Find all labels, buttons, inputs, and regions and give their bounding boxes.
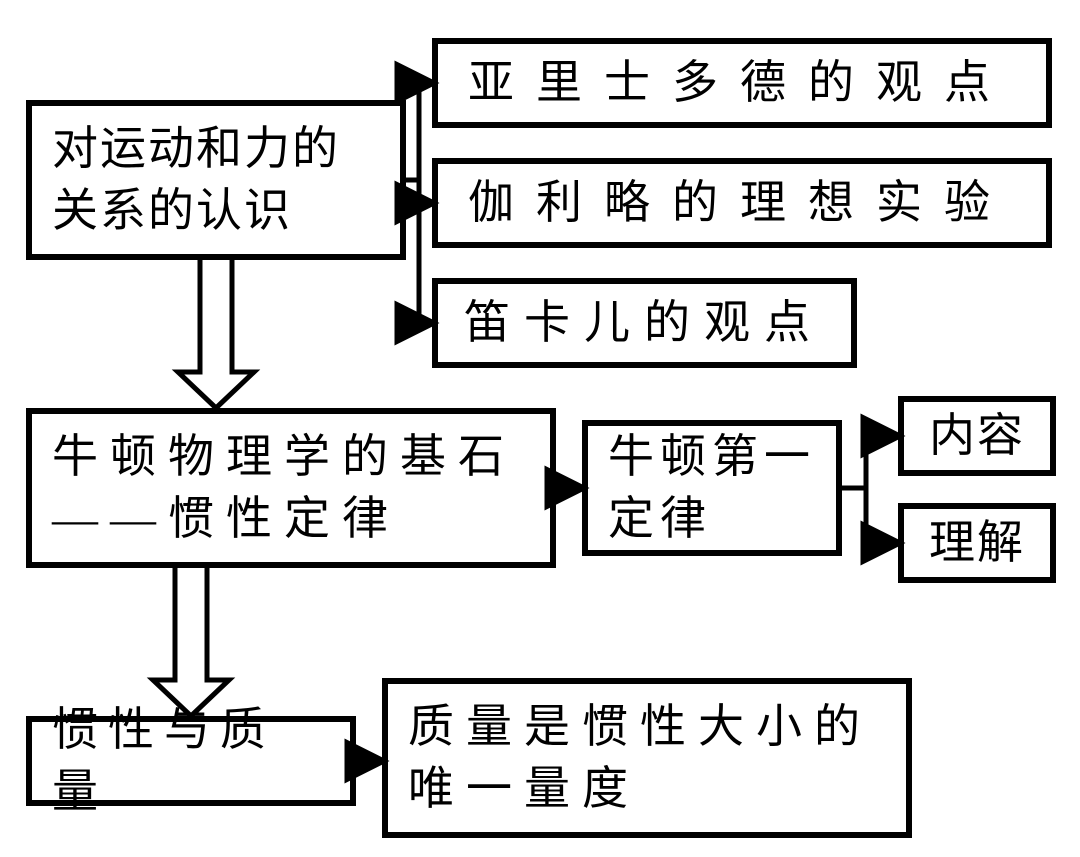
node-label: 牛顿物理学的基石——惯性定律 xyxy=(52,426,530,550)
node-label: 质量是惯性大小的唯一量度 xyxy=(408,696,886,820)
node-understanding: 理解 xyxy=(898,503,1056,583)
node-label: 理解 xyxy=(929,512,1025,574)
edge-double-n1-n5 xyxy=(178,260,254,408)
edge-branch-n6 xyxy=(842,436,898,543)
node-mass-measure: 质量是惯性大小的唯一量度 xyxy=(382,678,912,838)
edge-double-n5-n9 xyxy=(153,568,229,716)
node-label: 内容 xyxy=(929,405,1025,467)
node-content: 内容 xyxy=(898,396,1056,476)
node-descartes: 笛卡儿的观点 xyxy=(432,278,857,368)
node-label: 对运动和力的关系的认识 xyxy=(52,118,380,242)
node-label: 伽利略的理想实验 xyxy=(468,172,1012,234)
edge-branch-n1 xyxy=(406,83,432,323)
node-aristotle: 亚里士多德的观点 xyxy=(432,38,1052,128)
node-inertia-mass: 惯性与质量 xyxy=(26,716,356,806)
node-label: 笛卡儿的观点 xyxy=(464,292,824,354)
node-label: 牛顿第一定律 xyxy=(608,426,816,550)
node-label: 亚里士多德的观点 xyxy=(468,52,1012,114)
node-galileo: 伽利略的理想实验 xyxy=(432,158,1052,248)
node-newton-foundation: 牛顿物理学的基石——惯性定律 xyxy=(26,408,556,568)
node-newton-first-law: 牛顿第一定律 xyxy=(582,420,842,556)
node-label: 惯性与质量 xyxy=(52,699,330,823)
node-motion-force-understanding: 对运动和力的关系的认识 xyxy=(26,100,406,260)
